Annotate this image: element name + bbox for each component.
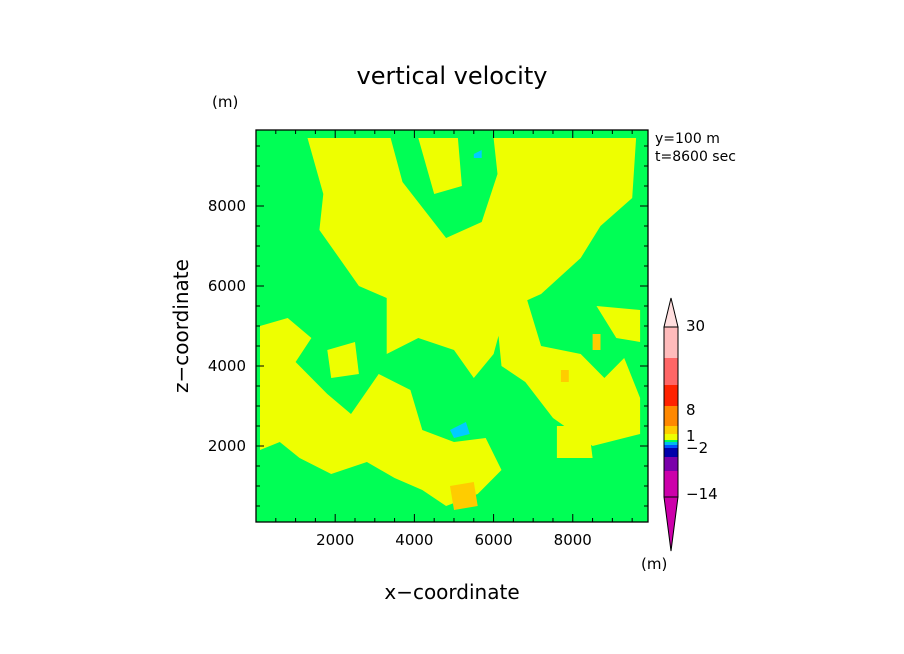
y-tick-label: 4000 [208,357,246,375]
colorbar-label: −14 [686,485,718,503]
negative-region-1 [473,150,482,158]
x-axis-label: x−coordinate [384,580,519,604]
colorbar-band-10 [664,358,678,385]
positive-region-4 [327,342,359,378]
plot-axes: 2000 4000 6000 8000 2000 4000 6000 8000 [208,129,649,549]
strong-positive-region-2 [560,370,569,382]
colorbar-label: 1 [686,427,696,445]
x-tick-label: 8000 [554,531,592,549]
positive-region-1 [418,138,462,194]
positive-region-5 [556,426,593,458]
strong-positive-region-1 [592,334,601,350]
colorbar-band-4 [664,442,678,445]
colorbar-band-5 [664,440,678,442]
colorbar: 30 8 1−2 −14 [663,297,718,552]
positive-region-0 [307,138,637,378]
chart-title: vertical velocity [357,62,548,90]
strong-positive-region-0 [450,482,478,510]
colorbar-top-arrow [663,297,679,328]
y-tick-label: 6000 [208,277,246,295]
positive-region-2 [493,286,641,446]
field-group [256,130,648,522]
colorbar-band-9 [664,385,678,406]
colorbar-frame [663,326,679,498]
colorbar-label: 30 [686,317,705,335]
colorbar-band-6 [664,434,678,440]
y-axis-label: z−coordinate [169,259,193,393]
y-tick-label: 2000 [208,437,246,455]
positive-region-3 [260,318,502,506]
colorbar-band-0 [664,471,678,497]
colorbar-band-1 [664,457,678,471]
x-tick-label: 4000 [395,531,433,549]
z-unit-label: (m) [212,93,238,111]
negative-region-0 [450,422,470,438]
colorbar-band-2 [664,448,678,457]
x-tick-label: 6000 [474,531,512,549]
colorbar-band-3 [664,445,678,448]
positive-region-6 [596,306,641,342]
annotation-y: y=100 m [655,131,720,147]
colorbar-unit-label: (m) [641,555,667,573]
y-tick-label: 8000 [208,197,246,215]
plot-area [256,130,648,522]
colorbar-bottom-arrow [663,496,679,552]
colorbar-band-7 [664,426,678,434]
colorbar-label: −2 [686,439,708,457]
colorbar-band-11 [664,327,678,358]
x-tick-label: 2000 [316,531,354,549]
colorbar-label: 8 [686,401,696,419]
annotation-time: t=8600 sec [655,149,736,165]
colorbar-band-8 [664,406,678,426]
